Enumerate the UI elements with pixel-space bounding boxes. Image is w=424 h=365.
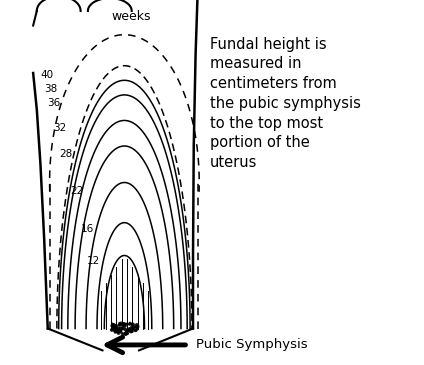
Point xyxy=(129,328,136,334)
Point xyxy=(128,327,134,333)
Point xyxy=(129,326,136,331)
Point xyxy=(132,327,139,333)
Point xyxy=(124,328,131,334)
Point xyxy=(114,328,121,334)
Point xyxy=(115,328,122,334)
Text: 40: 40 xyxy=(40,70,53,80)
Point xyxy=(126,326,132,332)
Point xyxy=(116,322,123,328)
Text: Pubic Symphysis: Pubic Symphysis xyxy=(195,338,307,351)
Point xyxy=(130,322,137,327)
Point xyxy=(134,322,140,328)
Point xyxy=(124,331,131,337)
Text: 38: 38 xyxy=(44,84,57,94)
Text: 28: 28 xyxy=(59,149,73,159)
Point xyxy=(110,323,117,329)
Point xyxy=(117,326,124,331)
Point xyxy=(127,328,134,334)
Point xyxy=(111,322,117,328)
Point xyxy=(134,324,140,330)
Point xyxy=(112,323,119,329)
Point xyxy=(113,325,120,331)
Point xyxy=(109,323,116,329)
Point xyxy=(127,320,134,326)
Point xyxy=(112,326,119,331)
Text: 36: 36 xyxy=(47,98,61,108)
Point xyxy=(121,323,128,329)
Point xyxy=(123,328,130,334)
Point xyxy=(124,321,131,327)
Point xyxy=(124,330,131,336)
Point xyxy=(112,326,119,331)
Point xyxy=(122,331,129,337)
Point xyxy=(128,328,135,334)
Point xyxy=(133,327,139,333)
Point xyxy=(134,323,141,329)
Point xyxy=(115,328,122,334)
Point xyxy=(113,328,120,334)
Text: 32: 32 xyxy=(53,123,66,134)
Point xyxy=(121,321,128,327)
Point xyxy=(122,331,129,337)
Point xyxy=(122,326,128,332)
Point xyxy=(116,322,123,328)
Point xyxy=(117,322,124,327)
Point xyxy=(118,320,125,326)
Point xyxy=(117,328,124,334)
Point xyxy=(124,321,131,327)
Point xyxy=(115,330,122,336)
Point xyxy=(111,324,118,330)
Point xyxy=(122,322,128,327)
Point xyxy=(113,327,120,333)
Point xyxy=(112,329,119,335)
Point xyxy=(120,321,127,327)
Point xyxy=(130,323,137,329)
Point xyxy=(109,327,115,333)
Point xyxy=(126,321,133,327)
Point xyxy=(134,326,141,332)
Point xyxy=(113,323,120,329)
Point xyxy=(130,326,137,331)
Point xyxy=(116,320,123,326)
Point xyxy=(114,328,121,334)
Point xyxy=(131,324,138,330)
Text: 12: 12 xyxy=(87,256,100,266)
Point xyxy=(134,324,141,330)
Point xyxy=(128,324,135,330)
Point xyxy=(111,324,118,330)
Point xyxy=(128,321,135,327)
Point xyxy=(116,325,123,331)
Point xyxy=(117,328,124,334)
Text: weeks: weeks xyxy=(112,10,151,23)
Point xyxy=(130,326,137,331)
Point xyxy=(112,327,118,333)
Point xyxy=(119,331,126,337)
Point xyxy=(112,328,118,334)
Point xyxy=(109,325,116,331)
Point xyxy=(109,321,116,327)
Text: Fundal height is
measured in
centimeters from
the pubic symphysis
to the top mos: Fundal height is measured in centimeters… xyxy=(210,36,361,170)
Point xyxy=(119,325,126,331)
Text: 22: 22 xyxy=(70,185,84,196)
Text: 16: 16 xyxy=(81,224,95,234)
Point xyxy=(109,323,115,329)
Point xyxy=(127,326,134,332)
